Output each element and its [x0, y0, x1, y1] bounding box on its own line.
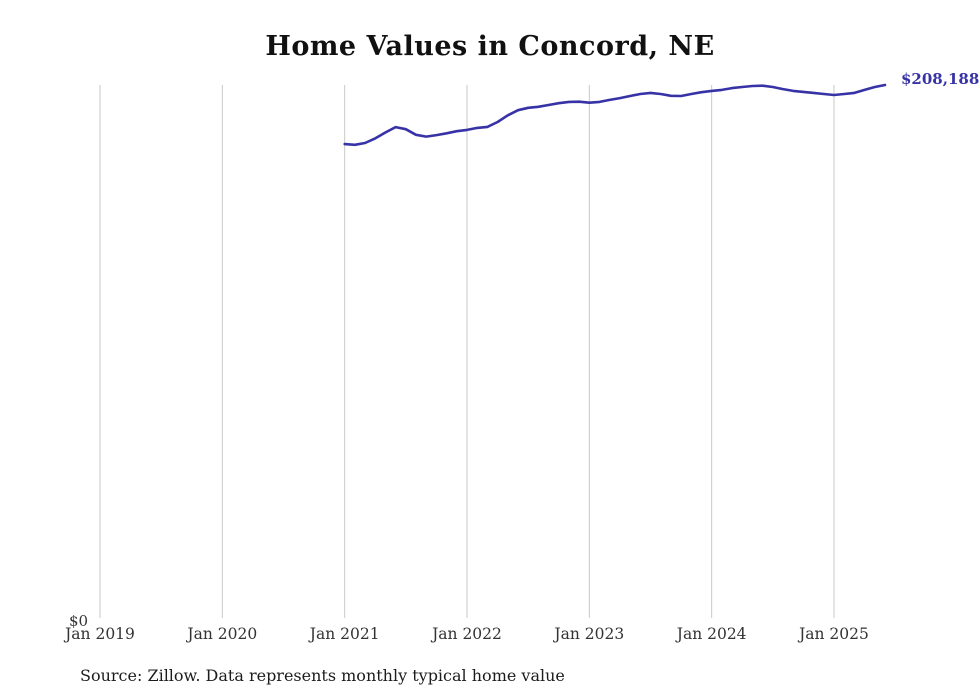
- chart-title: Home Values in Concord, NE: [265, 31, 715, 62]
- x-tick-label: Jan 2024: [676, 625, 747, 643]
- x-tick-label: Jan 2019: [65, 625, 135, 643]
- x-tick-label: Jan 2022: [432, 625, 502, 643]
- x-tick-label: Jan 2025: [799, 625, 869, 643]
- x-tick-label: Jan 2023: [554, 625, 625, 643]
- latest-value-label: $208,188: [901, 70, 980, 88]
- y-axis-zero-label: $0: [69, 612, 89, 630]
- x-tick-label: Jan 2021: [309, 625, 380, 643]
- source-note: Source: Zillow. Data represents monthly …: [80, 666, 565, 685]
- x-tick-label: Jan 2020: [187, 625, 258, 643]
- value-line: [343, 83, 887, 147]
